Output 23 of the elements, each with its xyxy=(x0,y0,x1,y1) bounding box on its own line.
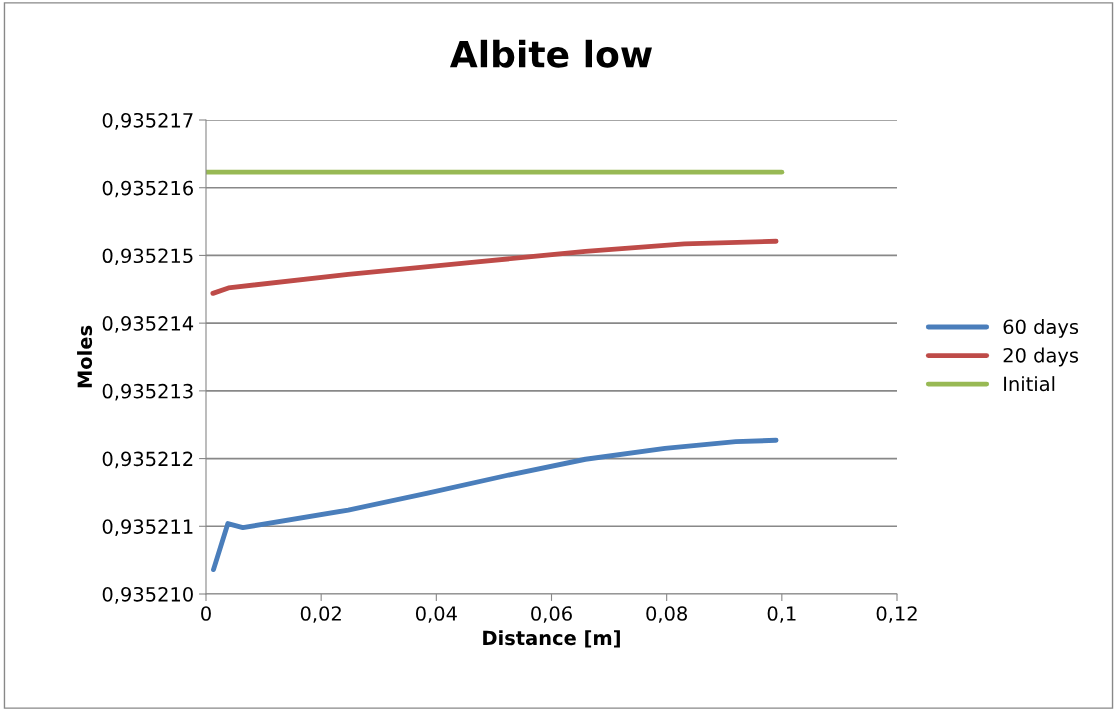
chart-title: Albite low xyxy=(449,39,652,68)
line-series xyxy=(210,238,779,296)
x-tick-label: 0,04 xyxy=(415,606,457,623)
x-tick-label: 0,12 xyxy=(876,606,917,623)
x-tick-label: 0 xyxy=(201,606,211,621)
y-tick-label: 0,935216 xyxy=(102,180,193,198)
x-tick-label: 0,02 xyxy=(300,606,341,623)
y-tick-label: 0,935215 xyxy=(102,248,193,266)
x-tick-label: 0,06 xyxy=(531,606,572,623)
y-tick-label: 0,935210 xyxy=(102,586,193,604)
y-tick-label: 0,935212 xyxy=(102,451,193,469)
legend-label: Initial xyxy=(1004,376,1055,392)
legend-label: 20 days xyxy=(1003,347,1079,367)
y-axis-title: Moles xyxy=(77,325,93,388)
y-tick-label: 0,935217 xyxy=(102,112,193,130)
line-series xyxy=(211,437,779,573)
y-tick-label: 0,935213 xyxy=(102,383,193,401)
x-tick-label: 0,1 xyxy=(767,606,796,623)
y-tick-label: 0,935214 xyxy=(102,316,194,333)
x-tick-label: 0,08 xyxy=(646,606,687,623)
x-axis-title: Distance [m] xyxy=(483,630,620,648)
y-tick-label: 0,935211 xyxy=(102,519,193,536)
legend-label: 60 days xyxy=(1003,319,1079,338)
